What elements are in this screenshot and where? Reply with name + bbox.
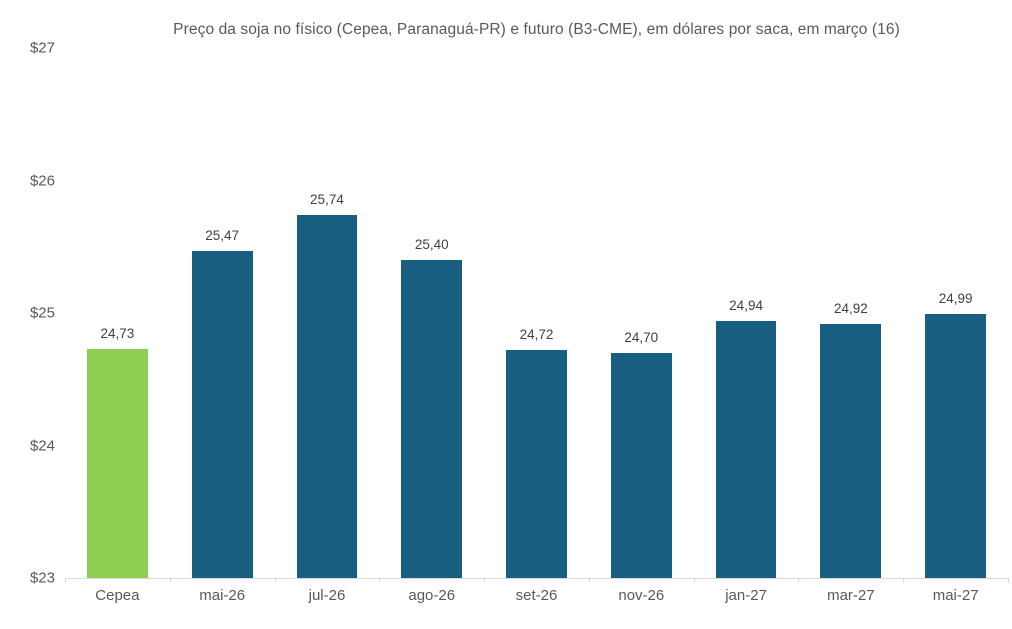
bar-slot-cepea: 24,73 <box>65 48 170 578</box>
bar-value-label: 25,40 <box>414 237 449 252</box>
bar-slot-jul-26: 25,74 <box>275 48 380 578</box>
bar-jul-26 <box>296 214 358 578</box>
y-tick-label: $25 <box>29 304 55 322</box>
bar-slot-nov-26: 24,70 <box>589 48 694 578</box>
y-tick-label: $27 <box>29 39 55 57</box>
x-axis-tick <box>65 578 66 583</box>
x-tick-label-set-26: set-26 <box>515 587 558 604</box>
bar-value-label: 25,74 <box>310 191 344 207</box>
x-axis-tick <box>588 578 590 583</box>
x-tick-label-nov-26: nov-26 <box>618 587 665 604</box>
x-axis-tick <box>274 578 276 583</box>
bar-value-label: 25,47 <box>205 227 240 243</box>
bar-cepea <box>87 348 148 578</box>
x-axis-tick <box>169 578 171 583</box>
bar-value-label: 24,73 <box>100 325 135 341</box>
bar-nov-26 <box>610 352 672 578</box>
bar-value-label: 24,72 <box>519 327 554 343</box>
x-tick-label-mai-26: mai-26 <box>199 587 246 604</box>
x-axis-tick <box>484 578 486 583</box>
x-tick-label-cepea: Cepea <box>95 587 140 604</box>
chart-title: Preço da soja no físico (Cepea, Paranagu… <box>173 21 900 38</box>
y-axis: $23 $24 $25 $26 $27 <box>0 40 55 587</box>
bar-value-label: 24,94 <box>729 297 763 313</box>
bar-slot-ago-26: 25,40 <box>379 48 484 578</box>
bar-jan-27 <box>715 320 777 578</box>
x-axis-tick <box>379 578 381 583</box>
plot-area: 24,73 25,47 25,74 25,40 24,72 24,70 24,94 24,92… <box>65 48 1009 583</box>
bar-slot-set-26: 24,72 <box>484 48 589 578</box>
x-axis-tick <box>693 578 695 583</box>
bar-slot-jan-27: 24,94 <box>694 48 799 578</box>
bar-ago-26 <box>401 260 463 578</box>
y-tick-label: $23 <box>29 569 55 587</box>
bar-value-label: 24,99 <box>938 291 973 307</box>
bar-set-26 <box>506 350 567 578</box>
y-tick-label: $26 <box>29 172 55 189</box>
y-tick-label: $24 <box>29 437 55 454</box>
x-axis-tick <box>798 578 800 583</box>
x-tick-label-mai-27: mai-27 <box>932 587 979 604</box>
bar-mai-26 <box>191 250 253 578</box>
x-axis-tick <box>1008 578 1009 583</box>
x-tick-label-ago-26: ago-26 <box>408 587 456 604</box>
bar-mar-27 <box>820 323 882 578</box>
bar-slot-mai-27: 24,99 <box>903 48 1008 578</box>
x-axis-tick <box>903 578 905 583</box>
x-tick-label-mar-27: mar-27 <box>827 587 875 604</box>
bar-slot-mai-26: 25,47 <box>170 48 275 578</box>
bar-slots: 24,73 25,47 25,74 25,40 24,72 24,70 24,94 24,92… <box>65 48 1008 578</box>
x-tick-label-jan-27: jan-27 <box>725 587 767 604</box>
bar-slot-mar-27: 24,92 <box>798 48 903 578</box>
bar-value-label: 24,70 <box>624 329 659 345</box>
bar-value-label: 24,92 <box>833 300 868 316</box>
x-tick-label-jul-26: jul-26 <box>308 587 346 604</box>
bar-mai-27 <box>925 314 987 578</box>
x-axis-labels: Cepea mai-26 jul-26 ago-26 set-26 nov-26 jan-2… <box>65 587 1008 604</box>
